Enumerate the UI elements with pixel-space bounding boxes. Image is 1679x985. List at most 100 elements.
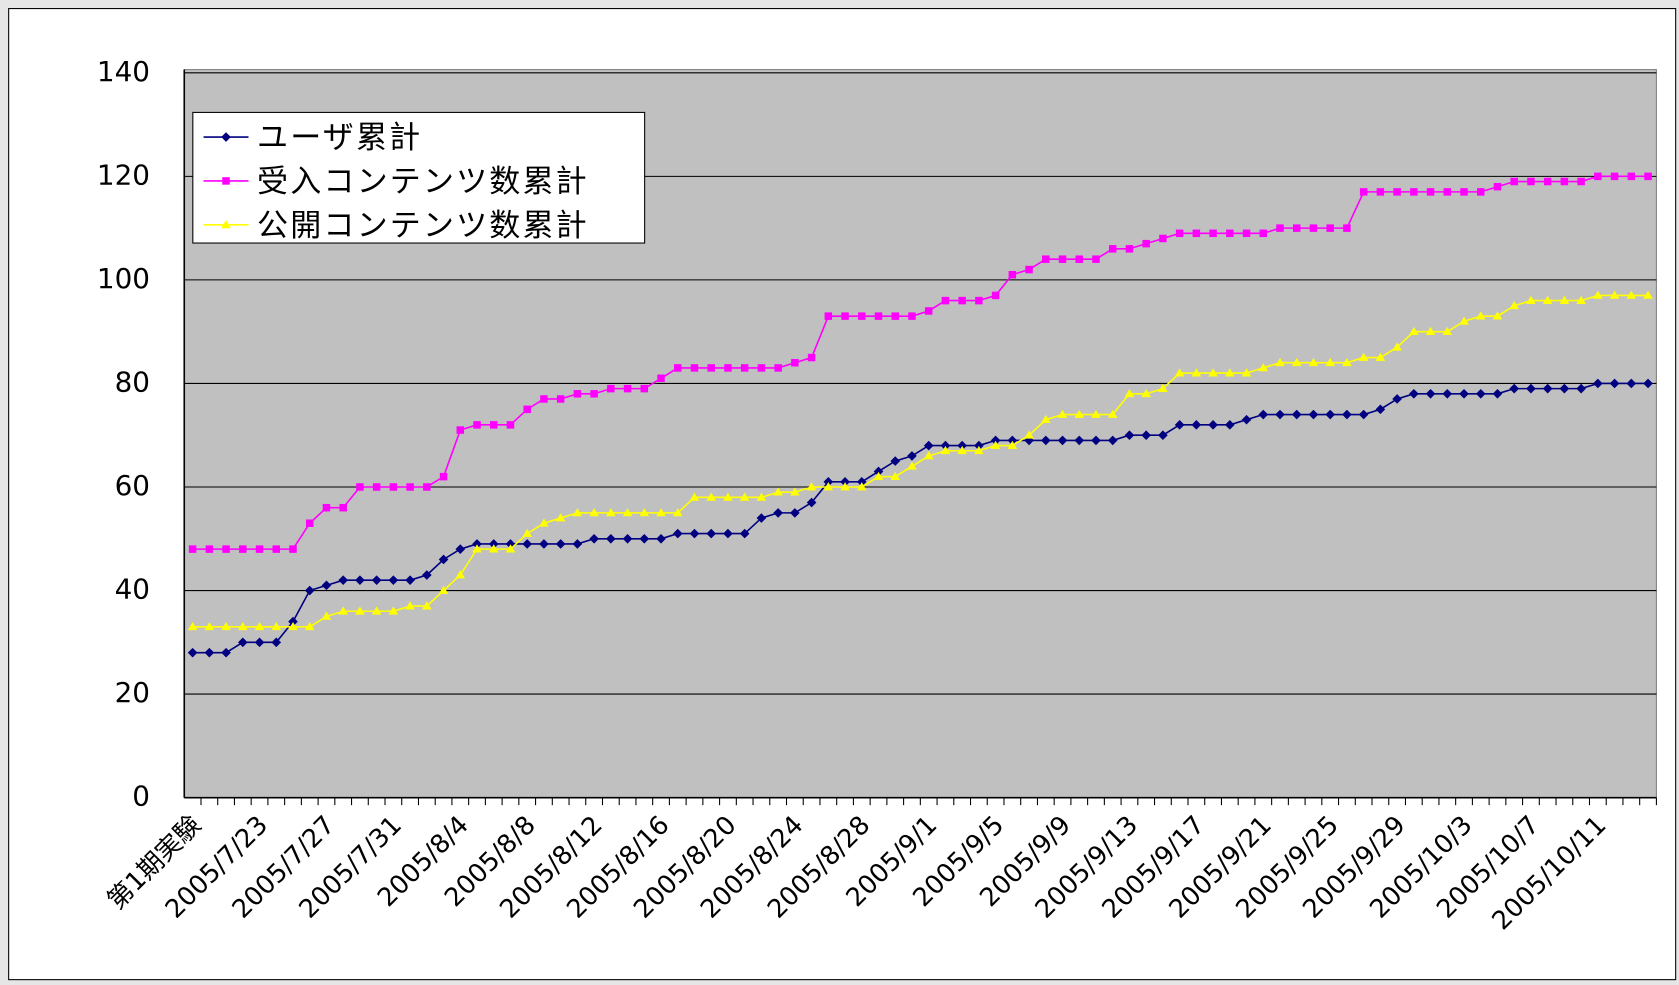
data-point [305, 519, 314, 527]
data-point [272, 545, 281, 553]
data-point [1442, 388, 1453, 399]
data-point [639, 508, 650, 517]
legend-label: 公開コンテンツ数累計 [257, 208, 589, 244]
data-point [724, 364, 732, 372]
data-point [204, 621, 215, 631]
data-point [254, 637, 265, 648]
y-tick-label: 60 [115, 469, 150, 502]
data-point [1175, 229, 1184, 238]
data-point [221, 647, 231, 658]
data-point [1174, 368, 1185, 377]
data-point [222, 545, 230, 553]
data-point [1393, 188, 1401, 196]
data-point [739, 492, 750, 501]
data-point [740, 364, 749, 372]
data-point [807, 353, 816, 362]
data-point [1024, 430, 1034, 439]
data-point [221, 621, 231, 631]
data-point [187, 647, 198, 658]
data-point [506, 421, 515, 429]
data-point [1475, 388, 1486, 399]
data-point [1475, 311, 1486, 320]
data-point [1459, 316, 1469, 325]
legend-label: ユーザ累計 [257, 120, 422, 156]
data-point [1443, 188, 1452, 196]
data-point [1040, 435, 1051, 446]
data-point [389, 483, 398, 491]
data-point [488, 544, 499, 553]
data-point [723, 492, 733, 501]
data-point [791, 358, 799, 367]
data-point [1042, 255, 1050, 263]
data-point [322, 503, 331, 512]
data-point [1108, 245, 1117, 253]
data-point [1007, 440, 1018, 449]
data-point [589, 508, 599, 517]
data-point [656, 508, 666, 517]
data-point [1226, 229, 1234, 238]
data-point [271, 621, 282, 631]
legend-label: 受入コンテンツ数累計 [257, 164, 589, 200]
data-point [1275, 357, 1285, 367]
data-point [1409, 326, 1419, 336]
data-point [1241, 368, 1252, 377]
data-point [1142, 239, 1150, 248]
data-point [640, 384, 649, 393]
data-point [1025, 265, 1033, 274]
series-line [192, 175, 1649, 550]
data-point [957, 445, 967, 455]
data-point [1074, 409, 1085, 418]
data-point [689, 492, 700, 501]
data-point [254, 621, 265, 631]
data-point [289, 545, 297, 553]
data-point [355, 606, 365, 615]
data-point [1291, 357, 1302, 367]
data-point [1375, 352, 1386, 361]
data-point [1493, 182, 1502, 191]
data-point [422, 601, 432, 610]
data-point [856, 476, 867, 487]
data-point [774, 364, 782, 372]
data-point [1644, 172, 1652, 181]
data-point [823, 476, 834, 487]
y-tick-label: 40 [115, 573, 150, 606]
data-point [539, 518, 549, 527]
data-point [1543, 177, 1552, 186]
data-point [1141, 388, 1151, 398]
y-tick-label: 140 [97, 55, 150, 88]
data-point [991, 291, 1000, 300]
data-point [841, 312, 849, 320]
data-point [840, 482, 850, 491]
data-point [1627, 172, 1636, 181]
data-point [321, 580, 332, 591]
data-point [1192, 229, 1201, 238]
data-point [957, 440, 967, 451]
data-point [1343, 224, 1351, 232]
data-point [823, 482, 834, 491]
data-point [790, 487, 800, 496]
data-point [522, 528, 533, 537]
data-point [321, 611, 332, 620]
data-point [573, 390, 582, 398]
data-point [890, 471, 901, 481]
data-point [1510, 177, 1518, 186]
data-point [1375, 404, 1386, 415]
data-point [1225, 368, 1235, 377]
data-point [1359, 188, 1368, 196]
data-point [371, 606, 382, 615]
data-point [1074, 435, 1085, 446]
data-point [1626, 290, 1637, 299]
data-point [271, 637, 282, 648]
y-tick-label: 100 [97, 262, 150, 295]
data-point [657, 374, 665, 383]
data-point [773, 487, 783, 496]
data-point [339, 503, 347, 512]
data-point [1559, 383, 1570, 394]
y-tick-label: 0 [132, 780, 150, 813]
data-point [456, 426, 465, 434]
data-point [958, 296, 966, 305]
data-point [1225, 420, 1235, 430]
data-point [756, 513, 767, 523]
data-point [756, 492, 767, 501]
